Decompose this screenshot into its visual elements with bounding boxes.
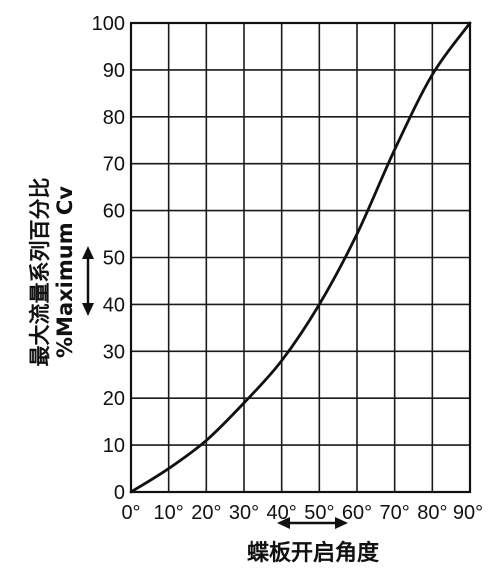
y-tick-label: 10 — [103, 435, 125, 457]
y-tick-label: 40 — [103, 294, 125, 316]
x-tick-label: 50° — [304, 502, 334, 524]
x-tick-label: 10° — [154, 502, 184, 524]
y-tick-label: 0 — [114, 482, 125, 504]
x-axis-label: 蝶板开启角度 — [247, 540, 380, 566]
x-tick-label: 40° — [267, 502, 297, 524]
x-tick-label: 90° — [453, 502, 483, 524]
y-tick-label: 90 — [103, 60, 125, 82]
plot-frame — [129, 21, 472, 494]
x-tick-label: 30° — [229, 502, 259, 524]
y-tick-labels: 0 10 20 30 40 50 60 70 80 90 100 — [92, 13, 125, 504]
y-tick-label: 20 — [103, 388, 125, 410]
x-tick-label: 60° — [342, 502, 372, 524]
y-tick-label: 30 — [103, 341, 125, 363]
x-tick-label: 20° — [191, 502, 221, 524]
y-tick-label: 50 — [103, 248, 125, 270]
y-tick-label: 60 — [103, 201, 125, 223]
x-tick-label: 0° — [121, 502, 140, 524]
x-tick-label: 70° — [380, 502, 410, 524]
x-tick-label: 80° — [417, 502, 447, 524]
y-double-arrow-icon — [82, 246, 94, 316]
y-tick-label: 100 — [92, 13, 125, 35]
y-axis-label-chinese: 最大流量系列百分比 — [28, 178, 52, 367]
y-axis-label-english: %Maximum Cv — [53, 186, 77, 358]
series-line-cv-curve — [129, 21, 472, 494]
x-double-arrow-icon — [277, 517, 348, 529]
x-tick-labels: 0° 10° 20° 30° 40° 50° 60° 70° 80° 90° — [121, 502, 483, 524]
grid-lines — [130, 22, 471, 493]
y-tick-label: 80 — [103, 107, 125, 129]
y-tick-label: 70 — [103, 154, 125, 176]
